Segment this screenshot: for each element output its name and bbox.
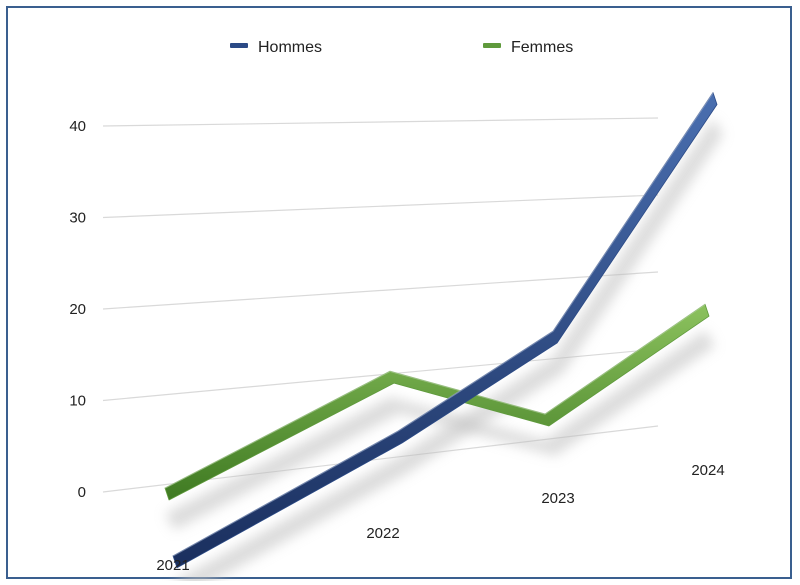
hommes-legend-label: Hommes [258, 39, 322, 56]
gridline [102, 117, 659, 127]
legend: Hommes Femmes [230, 39, 573, 56]
line-chart: 0 10 20 30 40 2021 2022 2023 2024 Hommes Femmes [69, 39, 725, 581]
y-tick-label: 20 [69, 301, 86, 318]
x-tick-label: 2021 [156, 557, 189, 574]
y-axis-ticks: 0 10 20 30 40 [69, 118, 86, 501]
gridline [102, 271, 659, 310]
hommes-series-highlight [172, 92, 714, 557]
femmes-legend-swatch [483, 43, 501, 48]
hommes-legend-swatch [230, 43, 248, 48]
y-tick-label: 10 [69, 393, 86, 410]
femmes-series-line [164, 303, 710, 501]
chart-frame: 0 10 20 30 40 2021 2022 2023 2024 Hommes Femmes [6, 6, 792, 581]
y-tick-label: 0 [78, 484, 86, 501]
gridline [102, 194, 659, 219]
x-tick-label: 2024 [691, 462, 724, 479]
x-axis-ticks: 2021 2022 2023 2024 [156, 462, 724, 574]
y-tick-label: 40 [69, 118, 86, 135]
hommes-series-line [172, 92, 718, 569]
series-lines [164, 92, 718, 569]
femmes-legend-label: Femmes [511, 39, 573, 56]
y-tick-label: 30 [69, 210, 86, 227]
x-tick-label: 2022 [366, 525, 399, 542]
x-tick-label: 2023 [541, 490, 574, 507]
